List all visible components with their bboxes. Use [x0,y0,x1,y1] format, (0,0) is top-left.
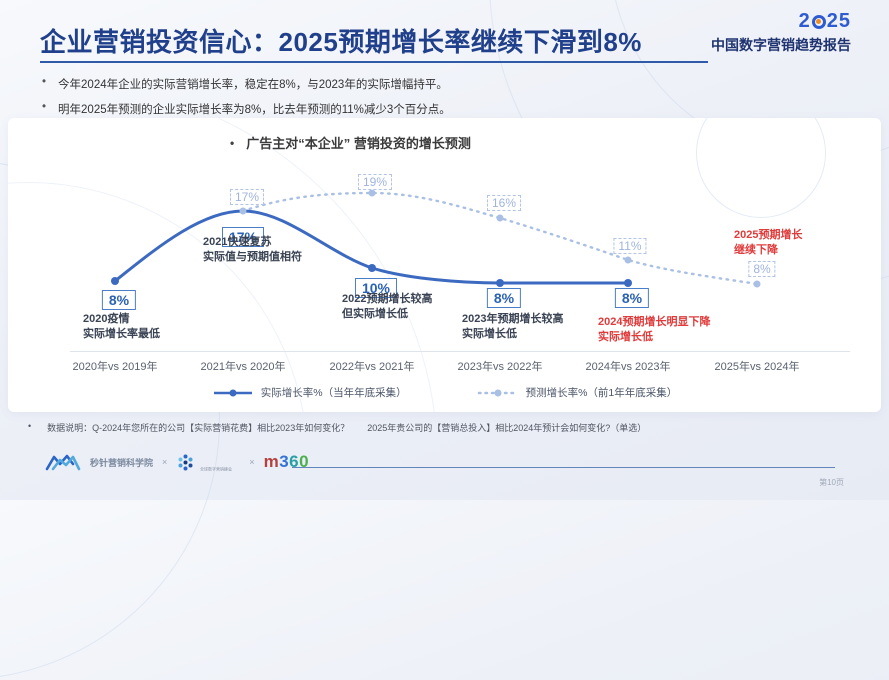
legend-item-actual: 实际增长率%（当年年底采集） [212,385,407,400]
data-point-marker [111,277,119,285]
m360-logo: m 3 6 0 [263,452,310,471]
x-axis-label: 2025年vs 2024年 [714,361,800,373]
chart-card: • 广告主对“本企业” 营销投资的增长预测 8% 17% 10% 8% 8% 1… [8,118,881,412]
data-point-marker [496,279,504,287]
report-brand: 2 25 中国数字营销趋势报告 [711,10,851,55]
x-axis-label: 2022年vs 2021年 [329,361,415,373]
brand-year: 2 25 [711,10,851,33]
report-name: 中国数字营销趋势报告 [711,37,851,53]
data-point-marker [496,214,504,222]
predicted-value-box: 17% [229,189,265,205]
x-axis-label: 2023年vs 2022年 [457,361,543,373]
bullet-icon: • [42,101,47,113]
chart-legend: 实际增长率%（当年年底采集） 预测增长率%（前1年年底采集） [8,385,881,400]
data-point-marker [753,280,761,288]
summary-bullet-text: 明年2025年预测的企业实际增长率为8%，比去年预测的11%减少3个百分点。 [58,104,451,116]
partner1-name: 秒针营销科学院 [90,457,154,468]
actual-value-box: 8% [101,290,137,310]
brand-year-suffix: 25 [826,10,851,32]
predicted-growth-line [241,191,759,286]
legend-item-predicted: 预测增长率%（前1年年底采集） [477,385,678,400]
separator: × [162,457,168,467]
predicted-value-box: 11% [613,238,647,254]
chart-title: • 广告主对“本企业” 营销投资的增长预测 [230,133,471,152]
predicted-value-box: 19% [357,174,393,190]
actual-value-box: 17% [221,227,265,247]
solid-line-icon [213,389,252,396]
annotation-2020: 2020疫情 实际增长率最低 [83,313,160,341]
annotation-2025: 2025预期增长 继续下降 [734,229,803,257]
actual-value-box: 10% [354,278,398,298]
data-point-marker [368,189,376,197]
partner-logos: 秒针营销科学院 × 全球数字营销峰会 × m 3 6 0 [45,452,309,472]
title-underline [40,61,708,63]
data-note-text: 数据说明：Q-2024年您所在的公司【实际营销花费】相比2023年如何变化？ 2… [47,423,647,433]
page-number: 第10页 [819,478,844,487]
data-point-marker [368,264,376,272]
x-axis-label: 2021年vs 2020年 [200,361,286,373]
actual-value-box: 8% [486,288,522,308]
brand-year-prefix: 2 [798,10,811,32]
x-axis-label: 2020年vs 2019年 [72,361,158,373]
summary-bullets: • 今年2024年企业的实际营销增长率，稳定在8%，与2023年的实际增幅持平。 … [42,76,451,126]
data-point-marker [624,256,632,264]
bullet-icon: • [42,76,47,88]
x-axis-line [70,351,850,352]
footer-divider [292,467,835,468]
bullet-icon: • [230,135,235,150]
data-point-marker [239,207,247,215]
page-title: 企业营销投资信心：2025预期增长率继续下滑到8% [40,27,642,57]
data-point-marker [624,279,632,287]
predicted-value-box: 16% [486,195,522,211]
summary-bullet: • 今年2024年企业的实际营销增长率，稳定在8%，与2023年的实际增幅持平。 [42,76,451,92]
chart-title-text: 广告主对“本企业” 营销投资的增长预测 [246,136,471,151]
chart-plot [111,189,761,288]
dotted-line-icon [477,389,518,396]
annotation-2024: 2024预期增长明显下降 实际增长低 [598,316,711,344]
predicted-value-box: 8% [748,261,776,277]
lens-icon [811,14,826,29]
data-note: • 数据说明：Q-2024年您所在的公司【实际营销花费】相比2023年如何变化？… [28,421,858,434]
hexagon-cluster-icon [178,454,193,470]
legend-label: 实际增长率%（当年年底采集） [260,387,407,399]
annotation-2022: 2022预期增长较高 但实际增长低 [342,293,433,321]
summary-bullet: • 明年2025年预测的企业实际增长率为8%，比去年预测的11%减少3个百分点。 [42,101,451,117]
x-axis-label: 2024年vs 2023年 [585,361,671,373]
annotation-2021: 2021快速复苏 实际值与预期值相符 [203,236,302,264]
miaozhen-logo-icon [45,454,81,471]
actual-growth-line [114,209,628,285]
legend-label: 预测增长率%（前1年年底采集） [525,387,678,399]
partner2-name: 全球数字营销峰会 [200,467,233,472]
summary-bullet-text: 今年2024年企业的实际营销增长率，稳定在8%，与2023年的实际增幅持平。 [58,79,448,91]
actual-value-box: 8% [614,288,650,308]
bullet-icon: • [28,421,32,431]
separator: × [249,457,255,467]
annotation-2023: 2023年预期增长较高 实际增长低 [462,313,564,341]
